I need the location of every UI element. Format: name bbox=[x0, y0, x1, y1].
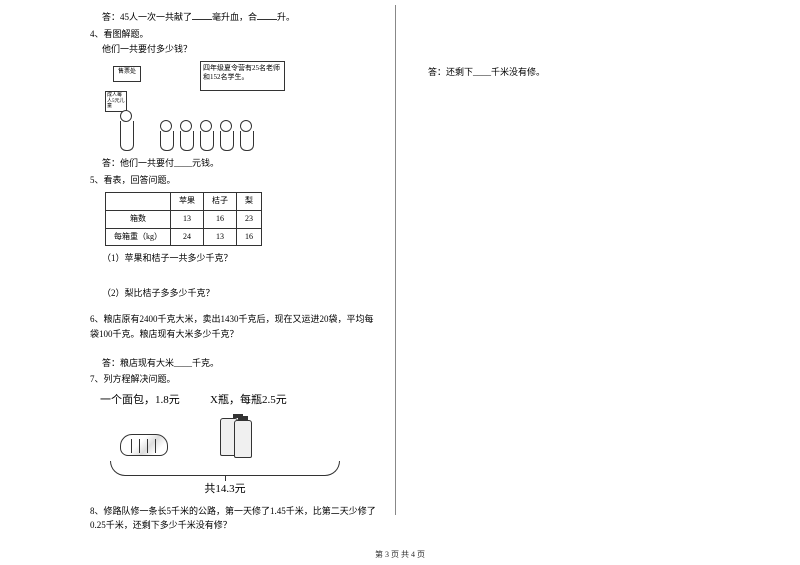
q4-answer: 答：他们一共要付____元钱。 bbox=[90, 156, 380, 170]
page-footer: 第 3 页 共 4 页 bbox=[0, 549, 800, 560]
q4-sub: 他们一共要付多少钱？ bbox=[90, 42, 380, 56]
person-icon bbox=[160, 120, 174, 151]
bread-label: 一个面包，1.8元 bbox=[100, 392, 210, 410]
table-row: 苹果 桔子 梨 bbox=[106, 192, 262, 210]
bread-icon bbox=[120, 434, 170, 459]
right-column: 答：还剩下____千米没有修。 bbox=[396, 0, 791, 540]
table-cell: 13 bbox=[204, 228, 237, 246]
q5-sub1: （1）苹果和桔子一共多少千克？ bbox=[90, 251, 380, 265]
table-cell: 16 bbox=[204, 210, 237, 228]
bottle-icon bbox=[220, 414, 255, 459]
person-icon bbox=[200, 120, 214, 151]
table-cell: 箱数 bbox=[106, 210, 171, 228]
blank bbox=[192, 10, 212, 20]
table-cell: 24 bbox=[171, 228, 204, 246]
bracket-icon bbox=[110, 461, 340, 476]
table-cell: 23 bbox=[237, 210, 262, 228]
table-row: 箱数 13 16 23 bbox=[106, 210, 262, 228]
q7-number: 7、列方程解决问题。 bbox=[90, 372, 380, 386]
q8-text: 8、修路队修一条长5千米的公路，第一天修了1.45千米，比第二天少修了0.25千… bbox=[90, 504, 380, 533]
blank bbox=[257, 10, 277, 20]
q7-items bbox=[100, 414, 380, 459]
right-answer: 答：还剩下____千米没有修。 bbox=[416, 65, 776, 79]
ticket-sign: 售票处 bbox=[113, 66, 141, 82]
q4-answer-text: 答：他们一共要付____元钱。 bbox=[102, 158, 219, 168]
left-column: 答：45人一次一共献了 毫升血，合 升。 4、看图解题。 他们一共要付多少钱？ 售票… bbox=[0, 0, 395, 540]
table-cell: 每箱重（kg） bbox=[106, 228, 171, 246]
table-row: 每箱重（kg） 24 13 16 bbox=[106, 228, 262, 246]
q3-prefix: 答：45人一次一共献了 bbox=[102, 12, 192, 22]
q5-table: 苹果 桔子 梨 箱数 13 16 23 每箱重（kg） 24 13 16 bbox=[105, 192, 262, 246]
page-container: 答：45人一次一共献了 毫升血，合 升。 4、看图解题。 他们一共要付多少钱？ 售票… bbox=[0, 0, 800, 540]
q5-number: 5、看表，回答问题。 bbox=[90, 173, 380, 187]
table-cell: 苹果 bbox=[171, 192, 204, 210]
q4-illustration: 售票处 成人每人5元儿童 四年级夏令营有25名老师和152名学生。 bbox=[105, 61, 285, 151]
q3-mid: 毫升血，合 bbox=[212, 12, 257, 22]
table-cell: 13 bbox=[171, 210, 204, 228]
q6-text: 6、粮店原有2400千克大米，卖出1430千克后，现在又运进20袋，平均每袋10… bbox=[90, 312, 380, 341]
q7-diagram: 一个面包，1.8元 X瓶，每瓶2.5元 bbox=[100, 392, 380, 499]
q3-answer: 答：45人一次一共献了 毫升血，合 升。 bbox=[90, 10, 380, 24]
q6-answer: 答：粮店现有大米____千克。 bbox=[90, 356, 380, 370]
people-group bbox=[110, 91, 280, 151]
total-label: 共14.3元 bbox=[100, 481, 350, 499]
q5-sub2: （2）梨比桔子多多少千克？ bbox=[90, 286, 380, 300]
table-cell: 16 bbox=[237, 228, 262, 246]
person-icon bbox=[120, 110, 134, 151]
bottle-label: X瓶，每瓶2.5元 bbox=[210, 392, 330, 410]
q3-suffix: 升。 bbox=[277, 12, 295, 22]
q4-number: 4、看图解题。 bbox=[90, 27, 380, 41]
q7-labels: 一个面包，1.8元 X瓶，每瓶2.5元 bbox=[100, 392, 380, 410]
table-cell: 桔子 bbox=[204, 192, 237, 210]
person-icon bbox=[220, 120, 234, 151]
person-icon bbox=[180, 120, 194, 151]
info-sign: 四年级夏令营有25名老师和152名学生。 bbox=[200, 61, 285, 91]
table-cell bbox=[106, 192, 171, 210]
table-cell: 梨 bbox=[237, 192, 262, 210]
person-icon bbox=[240, 120, 254, 151]
